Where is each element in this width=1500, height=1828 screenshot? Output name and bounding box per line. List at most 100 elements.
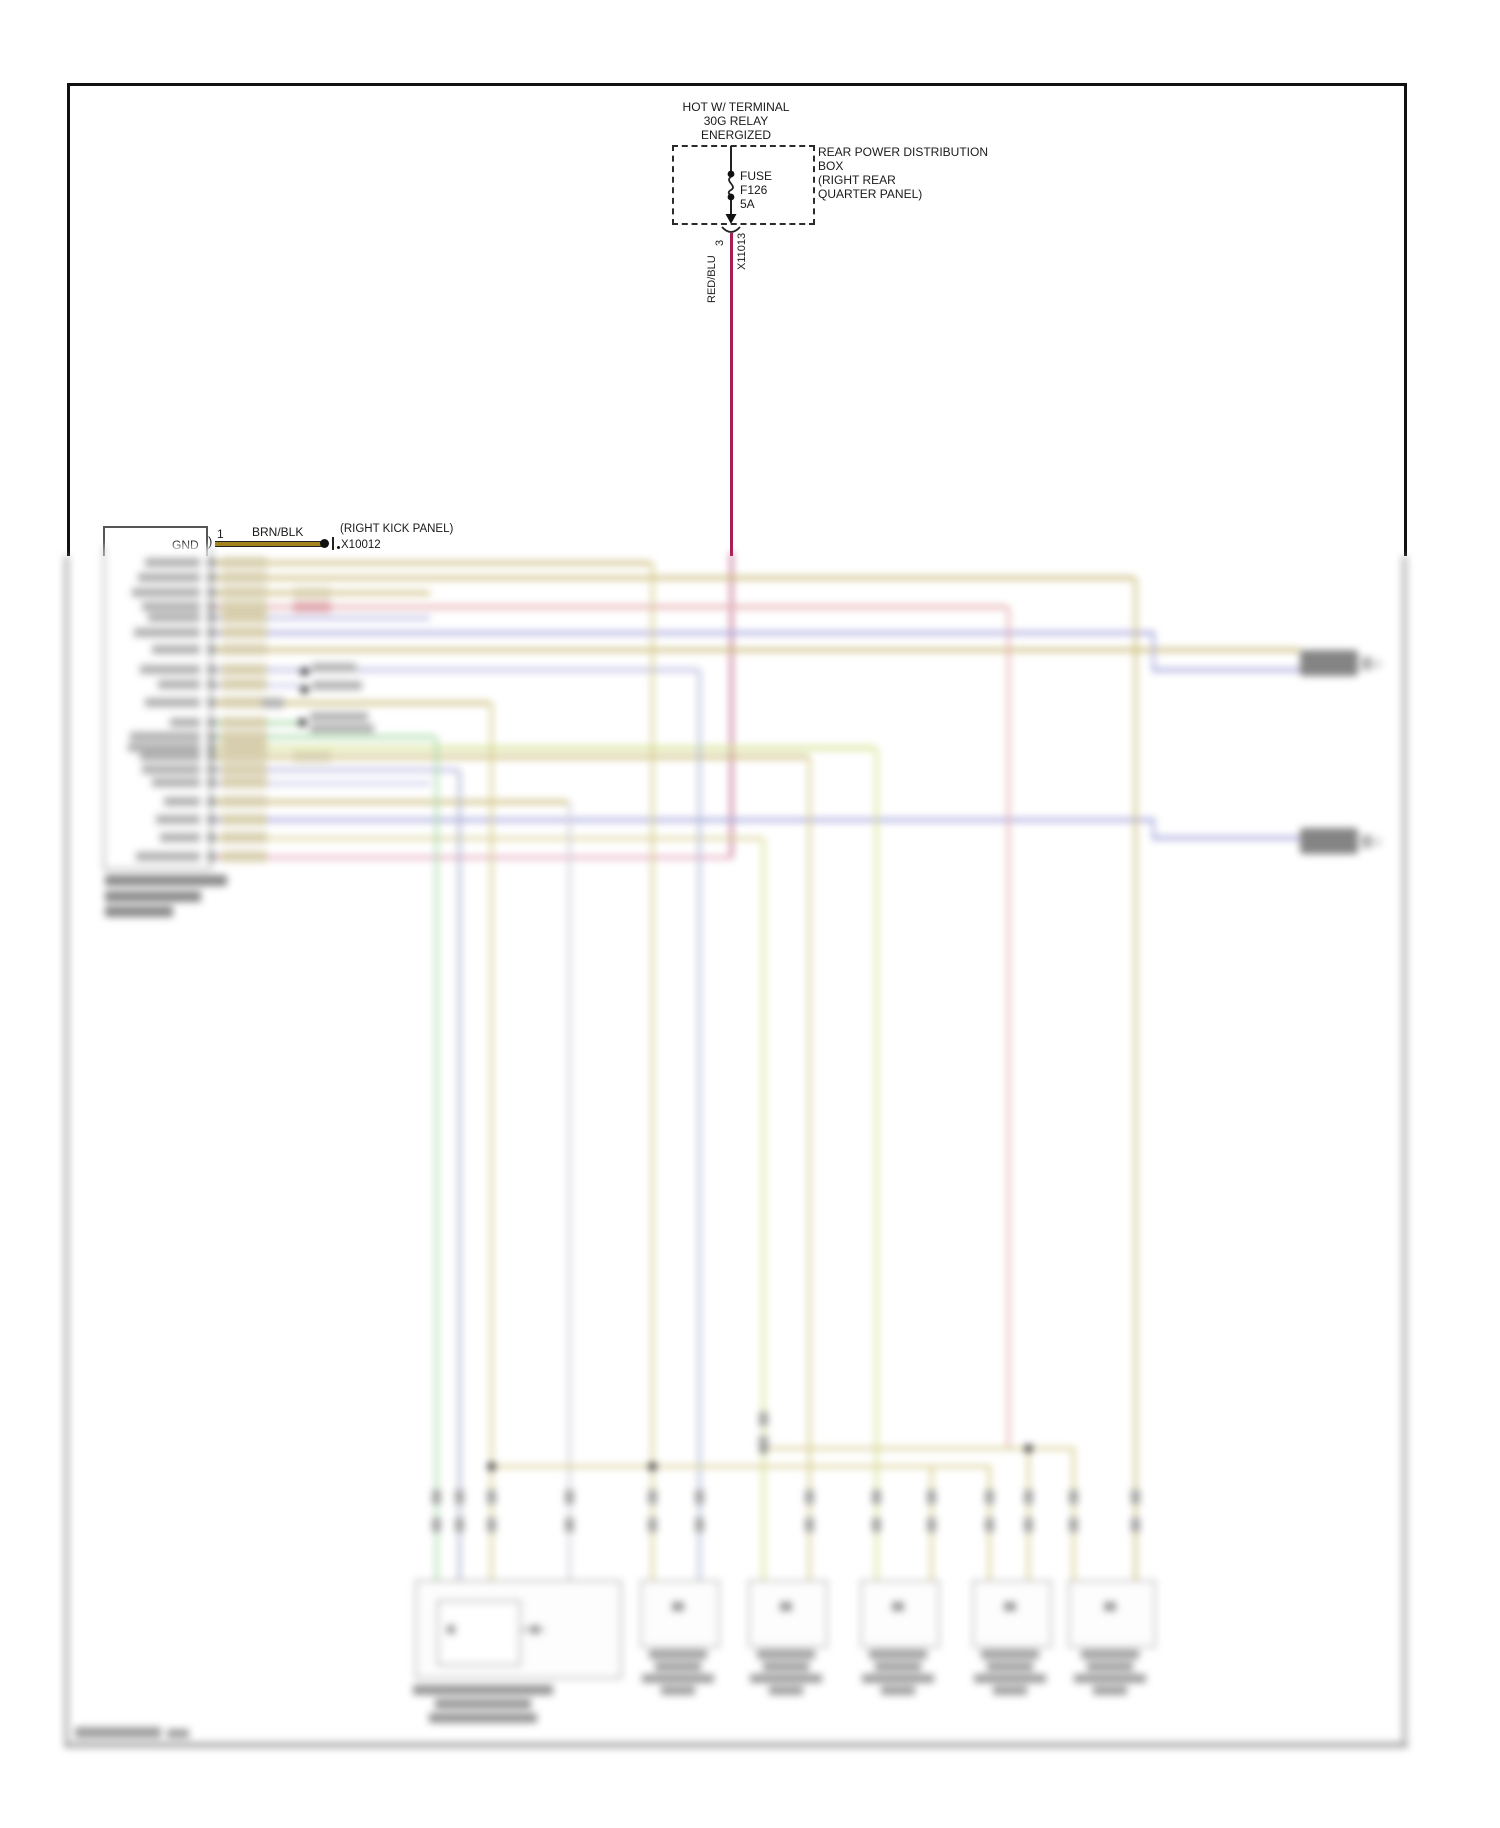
- pin-name-label: [170, 718, 200, 727]
- wire-color-label: [221, 764, 267, 775]
- component-caption: [1087, 1662, 1133, 1671]
- pin-name-label: [145, 698, 200, 707]
- edge-connector-label: [1300, 828, 1358, 854]
- splice-dot: [300, 685, 309, 694]
- component-caption: [763, 1662, 809, 1671]
- feed-wire: [730, 233, 733, 556]
- wire-color-label: [221, 697, 267, 708]
- wire: [208, 561, 651, 565]
- fuse-name: FUSE: [740, 169, 773, 183]
- border-left-top: [67, 83, 70, 556]
- wire-color-label: [221, 572, 267, 583]
- component-caption: [862, 1674, 934, 1683]
- component-caption: [435, 1699, 531, 1709]
- splice-dot: [487, 1462, 496, 1471]
- wire-color-label: [221, 751, 267, 762]
- component-tick: [447, 1625, 455, 1634]
- splice-dot: [300, 667, 309, 676]
- connector-tick: [927, 1490, 936, 1504]
- wire: [875, 748, 878, 1580]
- pin-name-label: [128, 743, 200, 752]
- component-caption: [881, 1686, 915, 1695]
- connector-tick: [805, 1490, 814, 1504]
- pin-bracket: [207, 628, 216, 637]
- connector-tick: [487, 1518, 496, 1532]
- wire-color-label: [221, 587, 267, 598]
- pin-name-label: [134, 628, 200, 637]
- component-caption: [1074, 1674, 1146, 1683]
- component-caption: [649, 1650, 707, 1659]
- gnd-pin-number: 1: [217, 527, 224, 541]
- connector-tick: [1131, 1490, 1140, 1504]
- fuse-rating: 5A: [740, 197, 755, 211]
- pin-name-label: [152, 645, 200, 654]
- pin-name-label: [142, 765, 200, 774]
- pin-bracket: [207, 752, 216, 761]
- component-box: [860, 1580, 940, 1648]
- wire: [208, 648, 1300, 652]
- pin-bracket: [207, 778, 216, 787]
- pin-bracket: [207, 765, 216, 774]
- connector-tick: [927, 1518, 936, 1532]
- component-caption: [981, 1650, 1039, 1659]
- wire-color-label: [221, 796, 267, 807]
- pin-name-label: [145, 558, 200, 567]
- component-tick: [780, 1602, 792, 1611]
- wire-color-label: [221, 679, 267, 690]
- inline-label: [293, 588, 331, 598]
- wire: [435, 737, 438, 1580]
- pin-bracket: [207, 698, 216, 707]
- wire-color-label: [221, 627, 267, 638]
- pin-bracket: [207, 743, 216, 752]
- wire-color-label: [221, 814, 267, 825]
- border-top: [67, 83, 1407, 86]
- wire: [208, 837, 762, 840]
- wire: [208, 768, 458, 772]
- power-box-line2: BOX: [818, 159, 844, 173]
- connector-tick: [695, 1518, 704, 1532]
- component-caption: [869, 1650, 927, 1659]
- component-caption: [750, 1674, 822, 1683]
- pin-name-label: [130, 732, 200, 741]
- wire-color-label: [221, 644, 267, 655]
- gnd-connector-bracket: [332, 537, 334, 550]
- wire: [208, 668, 698, 672]
- pin-name-label: [148, 613, 200, 622]
- edge-connector-mark: [1376, 660, 1380, 668]
- pin-bracket: [207, 613, 216, 622]
- pin-bracket: [207, 573, 216, 582]
- power-box-line4: QUARTER PANEL): [818, 187, 923, 201]
- pin-bracket: [207, 645, 216, 654]
- wire: [1152, 836, 1302, 840]
- connector-tick: [432, 1518, 441, 1532]
- connector-tick: [872, 1518, 881, 1532]
- connector-tick: [985, 1490, 994, 1504]
- inline-label: [293, 602, 331, 612]
- wire-color-label: [221, 742, 267, 753]
- component-caption: [1081, 1650, 1139, 1659]
- wire: [208, 701, 490, 705]
- component-tick: [672, 1602, 684, 1611]
- wire: [1134, 578, 1137, 1580]
- pin-name-label: [138, 573, 200, 582]
- component-caption: [875, 1662, 921, 1671]
- component-caption: [757, 1650, 815, 1659]
- wire: [568, 802, 571, 1580]
- connector-tick: [985, 1518, 994, 1532]
- component-caption: [769, 1686, 803, 1695]
- pin-name-label: [132, 588, 200, 597]
- component-caption: [655, 1662, 701, 1671]
- connector-tick: [455, 1518, 464, 1532]
- component-tick: [892, 1602, 904, 1611]
- connector-tick: [648, 1518, 657, 1532]
- wire: [208, 800, 568, 804]
- connector-tick: [695, 1490, 704, 1504]
- connector-tick: [1069, 1490, 1078, 1504]
- connector-tick: [805, 1518, 814, 1532]
- edge-connector-label: [1300, 650, 1358, 676]
- border-left-blur: [64, 556, 69, 1746]
- power-note-line1: HOT W/ TERMINAL: [682, 100, 790, 114]
- power-box-line1: REAR POWER DISTRIBUTION: [818, 145, 989, 159]
- module-caption: [105, 875, 227, 886]
- pin-name-label: [158, 680, 200, 689]
